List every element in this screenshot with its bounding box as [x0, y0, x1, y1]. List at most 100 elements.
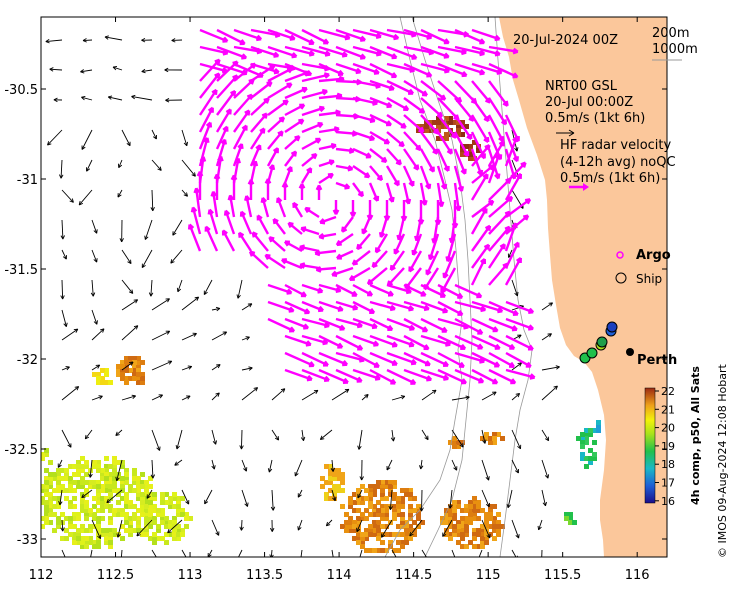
sst-pixel — [484, 536, 489, 541]
radar-vector-head — [457, 185, 465, 192]
sst-pixel — [96, 508, 101, 513]
sst-pixel — [376, 536, 381, 541]
model-vector-head — [150, 207, 155, 212]
sst-pixel — [460, 524, 465, 529]
radar-vector — [276, 197, 287, 218]
sst-pixel — [444, 136, 449, 141]
radar-vector-head — [419, 107, 426, 114]
sst-pixel — [384, 508, 389, 513]
radar-vector-head — [298, 183, 306, 189]
radar-vector — [471, 351, 500, 368]
radar-vector-head — [422, 326, 429, 333]
model-vector-head — [89, 557, 93, 561]
radar-vector — [437, 351, 465, 368]
radar-vector — [437, 300, 463, 316]
sst-pixel — [112, 512, 117, 517]
radar-vector — [318, 144, 337, 151]
model-vector — [61, 189, 74, 203]
sst-pixel — [41, 452, 45, 457]
sst-pixel — [384, 512, 389, 517]
sst-pixel — [448, 132, 453, 137]
sst-pixel — [104, 468, 109, 473]
model-vector — [174, 459, 183, 466]
radar-vector — [301, 317, 330, 328]
radar-vector — [267, 45, 297, 58]
model-vector-head — [245, 336, 250, 341]
radar-vector — [403, 351, 431, 366]
radar-vector — [233, 78, 255, 99]
sst-pixel — [592, 456, 597, 461]
radar-vector-head — [386, 120, 393, 127]
radar-vector-head — [330, 142, 337, 150]
model-vector-head — [514, 468, 519, 474]
model-vector-head — [442, 532, 447, 537]
radar-vector — [488, 196, 513, 218]
sst-pixel — [348, 516, 353, 521]
radar-vector — [249, 250, 269, 269]
sst-pixel — [124, 360, 129, 365]
date-label: 20-Jul-2024 00Z — [513, 33, 618, 48]
sst-pixel — [100, 476, 105, 481]
radar-vector — [300, 227, 320, 236]
sst-pixel — [104, 480, 109, 485]
model-vector-head — [298, 564, 302, 568]
model-vector-head — [81, 493, 86, 499]
model-vector-head — [146, 494, 151, 499]
model-vector — [511, 549, 517, 557]
radar-vector-head — [221, 229, 228, 236]
model-vector — [181, 189, 188, 197]
radar-vector-head — [214, 72, 221, 79]
sst-pixel — [132, 468, 137, 473]
sst-pixel — [384, 524, 389, 529]
sst-pixel — [364, 488, 369, 493]
sst-pixel — [88, 512, 93, 517]
radar-vector — [454, 334, 483, 350]
sst-pixel — [136, 488, 141, 493]
radar-vector — [420, 283, 446, 298]
sst-pixel — [116, 460, 121, 465]
model-vector — [91, 364, 100, 371]
model-vector — [541, 366, 560, 371]
sst-pixel — [160, 536, 165, 541]
sst-pixel — [444, 516, 449, 521]
model-vector-head — [69, 198, 74, 203]
radar-vector — [250, 81, 273, 99]
sst-pixel — [100, 488, 105, 493]
radar-vector-head — [278, 116, 286, 123]
sst-pixel — [128, 356, 133, 361]
model-vector — [151, 159, 162, 171]
sst-pixel — [88, 480, 93, 485]
radar-vector-head — [250, 62, 257, 69]
sst-pixel — [588, 460, 593, 465]
radar-vector — [487, 140, 505, 167]
radar-vector — [386, 351, 417, 365]
sst-pixel — [108, 480, 113, 485]
sst-pixel — [76, 464, 81, 469]
sst-pixel — [408, 496, 413, 501]
sst-pixel — [168, 496, 173, 501]
sst-pixel — [404, 528, 409, 533]
sst-pixel — [108, 492, 113, 497]
radar-vector — [301, 368, 330, 382]
sst-pixel — [456, 120, 461, 125]
model-vector-head — [131, 94, 136, 100]
sst-pixel — [44, 452, 49, 457]
sst-pixel — [480, 532, 485, 537]
sst-pixel — [36, 464, 41, 469]
sst-pixel — [140, 508, 145, 513]
radar-vector — [386, 114, 407, 129]
radar-vector-head — [371, 261, 378, 269]
model-vector-head — [515, 534, 520, 539]
argo-float-marker — [586, 347, 598, 359]
radar-vector-head — [317, 121, 324, 129]
model-vector-head — [107, 95, 113, 100]
sst-pixel — [172, 504, 177, 509]
sst-pixel — [80, 496, 85, 501]
radar-vector — [437, 317, 469, 329]
radar-vector-head — [331, 270, 338, 277]
radar-vector — [318, 351, 348, 366]
radar-vector-head — [311, 152, 318, 160]
radar-vector-head — [426, 33, 433, 40]
radar-vector-head — [196, 171, 204, 177]
radar-vector-head — [286, 288, 293, 295]
